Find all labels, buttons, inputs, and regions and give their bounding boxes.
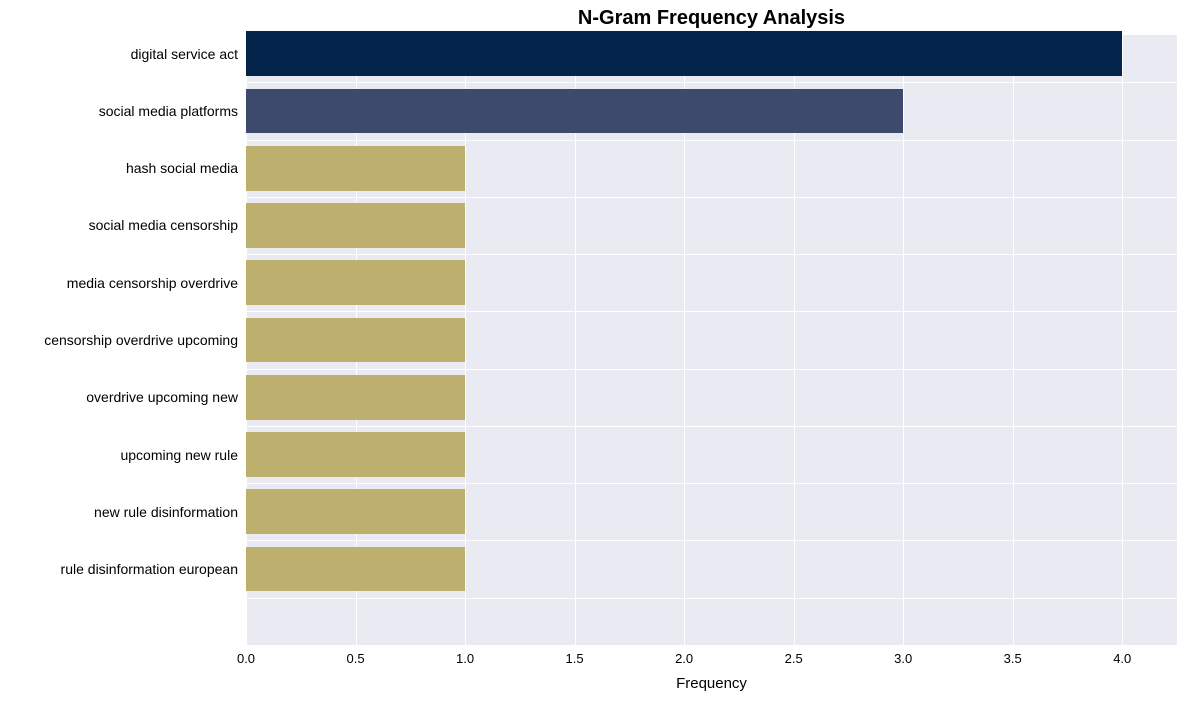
y-tick-label: new rule disinformation xyxy=(94,504,246,520)
h-gridline xyxy=(246,140,1177,141)
h-gridline xyxy=(246,197,1177,198)
bar xyxy=(246,375,465,420)
y-tick-label: upcoming new rule xyxy=(120,447,246,463)
y-tick-label: social media censorship xyxy=(89,217,246,233)
y-tick-label: censorship overdrive upcoming xyxy=(44,332,246,348)
bar xyxy=(246,432,465,477)
bar xyxy=(246,547,465,592)
x-tick-label: 1.0 xyxy=(456,645,474,666)
x-tick-label: 2.0 xyxy=(675,645,693,666)
gridline xyxy=(1013,35,1014,645)
ngram-frequency-chart: N-Gram Frequency Analysis 0.00.51.01.52.… xyxy=(0,0,1185,701)
chart-title: N-Gram Frequency Analysis xyxy=(246,7,1177,30)
y-tick-label: media censorship overdrive xyxy=(67,275,246,291)
x-axis-label: Frequency xyxy=(246,675,1177,692)
bar xyxy=(246,31,1122,76)
h-gridline xyxy=(246,369,1177,370)
x-tick-label: 0.5 xyxy=(346,645,364,666)
h-gridline xyxy=(246,254,1177,255)
y-tick-label: digital service act xyxy=(131,46,246,62)
h-gridline xyxy=(246,598,1177,599)
bar xyxy=(246,260,465,305)
bar xyxy=(246,318,465,363)
bar xyxy=(246,489,465,534)
gridline xyxy=(1122,35,1123,645)
h-gridline xyxy=(246,82,1177,83)
bar xyxy=(246,203,465,248)
y-tick-label: social media platforms xyxy=(99,103,246,119)
gridline xyxy=(903,35,904,645)
h-gridline xyxy=(246,540,1177,541)
y-tick-label: overdrive upcoming new xyxy=(86,389,246,405)
x-tick-label: 1.5 xyxy=(566,645,584,666)
x-tick-label: 4.0 xyxy=(1113,645,1131,666)
bar xyxy=(246,146,465,191)
x-tick-label: 3.5 xyxy=(1004,645,1022,666)
x-tick-label: 2.5 xyxy=(785,645,803,666)
plot-area: 0.00.51.01.52.02.53.03.54.0digital servi… xyxy=(246,35,1177,645)
x-tick-label: 0.0 xyxy=(237,645,255,666)
bar xyxy=(246,89,903,134)
x-tick-label: 3.0 xyxy=(894,645,912,666)
y-tick-label: rule disinformation european xyxy=(61,561,246,577)
y-tick-label: hash social media xyxy=(126,160,246,176)
h-gridline xyxy=(246,426,1177,427)
h-gridline xyxy=(246,483,1177,484)
h-gridline xyxy=(246,311,1177,312)
